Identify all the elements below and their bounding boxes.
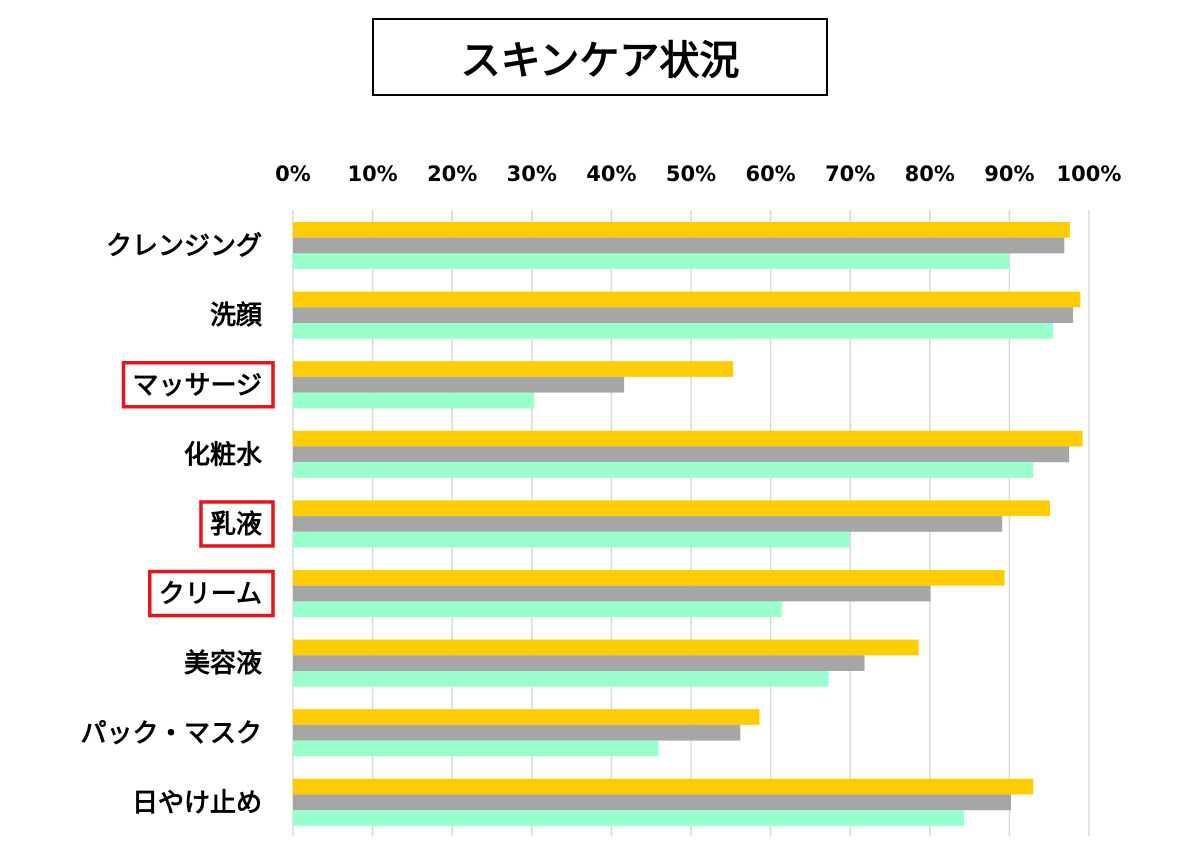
bar-gray	[293, 376, 625, 393]
category-label: パック・マスク	[81, 719, 262, 749]
x-tick-label: 0%	[275, 162, 311, 186]
category-label: 洗顔	[210, 301, 263, 331]
category-label: 美容液	[184, 648, 262, 679]
bar-yellow	[293, 709, 760, 725]
bar-green	[293, 601, 782, 618]
category-label: マッサージ	[133, 371, 262, 401]
bar-green	[293, 810, 965, 826]
bar-green	[293, 462, 1034, 478]
bar-yellow	[293, 500, 1050, 517]
bar-green	[293, 323, 1054, 339]
bar-yellow	[293, 639, 919, 656]
bar-gray	[293, 794, 1011, 811]
x-tick-label: 10%	[347, 162, 397, 186]
x-tick-label: 70%	[825, 162, 875, 186]
bar-gray	[293, 655, 865, 671]
x-tick-label: 40%	[586, 162, 636, 186]
bar-green	[293, 740, 659, 757]
bar-green	[293, 531, 850, 548]
highlight-box	[199, 500, 275, 548]
category-label: クレンジング	[106, 232, 262, 262]
bar-yellow	[293, 778, 1034, 795]
chart-title: スキンケア状況	[372, 18, 828, 96]
category-label: 乳液	[210, 510, 262, 540]
category-label: クリーム	[159, 580, 262, 610]
bar-gray	[293, 307, 1074, 323]
bar-yellow	[293, 570, 1005, 586]
x-tick-label: 50%	[666, 162, 716, 186]
x-tick-label: 80%	[905, 162, 955, 186]
x-tick-label: 90%	[984, 162, 1034, 186]
highlight-box	[148, 569, 275, 618]
bar-yellow	[293, 291, 1081, 308]
category-label: 日やけ止め	[132, 788, 262, 818]
bar-yellow	[293, 430, 1083, 447]
x-tick-label: 30%	[507, 162, 557, 186]
bar-gray	[293, 724, 741, 741]
bar-yellow	[293, 361, 734, 377]
bar-green	[293, 253, 1010, 270]
bar-green	[293, 671, 829, 687]
x-tick-label: 100%	[1057, 162, 1122, 186]
bar-gray	[293, 585, 931, 602]
highlight-box	[121, 361, 275, 409]
x-tick-label: 20%	[427, 162, 477, 186]
x-tick-label: 60%	[745, 162, 795, 186]
bar-gray	[293, 237, 1065, 254]
bar-gray	[293, 516, 1003, 532]
category-label: 化粧水	[184, 439, 263, 470]
bar-gray	[293, 446, 1070, 463]
bar-yellow	[293, 222, 1070, 238]
bar-green	[293, 392, 535, 409]
